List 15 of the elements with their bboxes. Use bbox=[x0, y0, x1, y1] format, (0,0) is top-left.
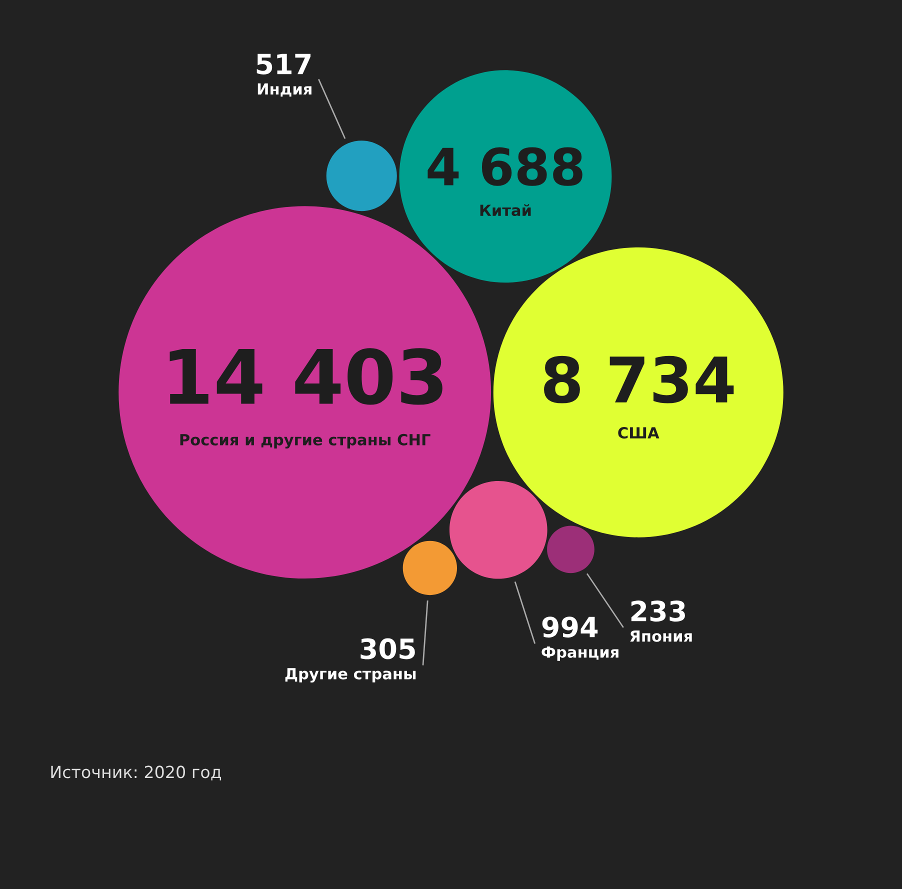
data-label: 4 688 bbox=[428, 147, 582, 186]
data-label: 994 bbox=[542, 616, 598, 638]
category-label: США bbox=[618, 427, 660, 439]
category-label: Китай bbox=[480, 204, 531, 216]
category-label: Другие страны bbox=[285, 668, 416, 683]
category-label: Россия и другие страны СНГ bbox=[180, 434, 430, 449]
data-label: 517 bbox=[256, 54, 310, 74]
category-label: Индия bbox=[258, 83, 312, 97]
data-label: 8 734 bbox=[544, 356, 734, 404]
category-label: Франция bbox=[542, 646, 618, 661]
category-label: Япония bbox=[630, 630, 692, 642]
data-label: 233 bbox=[631, 600, 685, 622]
text: Источник: 2020 год bbox=[51, 766, 222, 780]
data-label: 14 403 bbox=[170, 348, 442, 405]
data-label: 305 bbox=[360, 638, 415, 660]
